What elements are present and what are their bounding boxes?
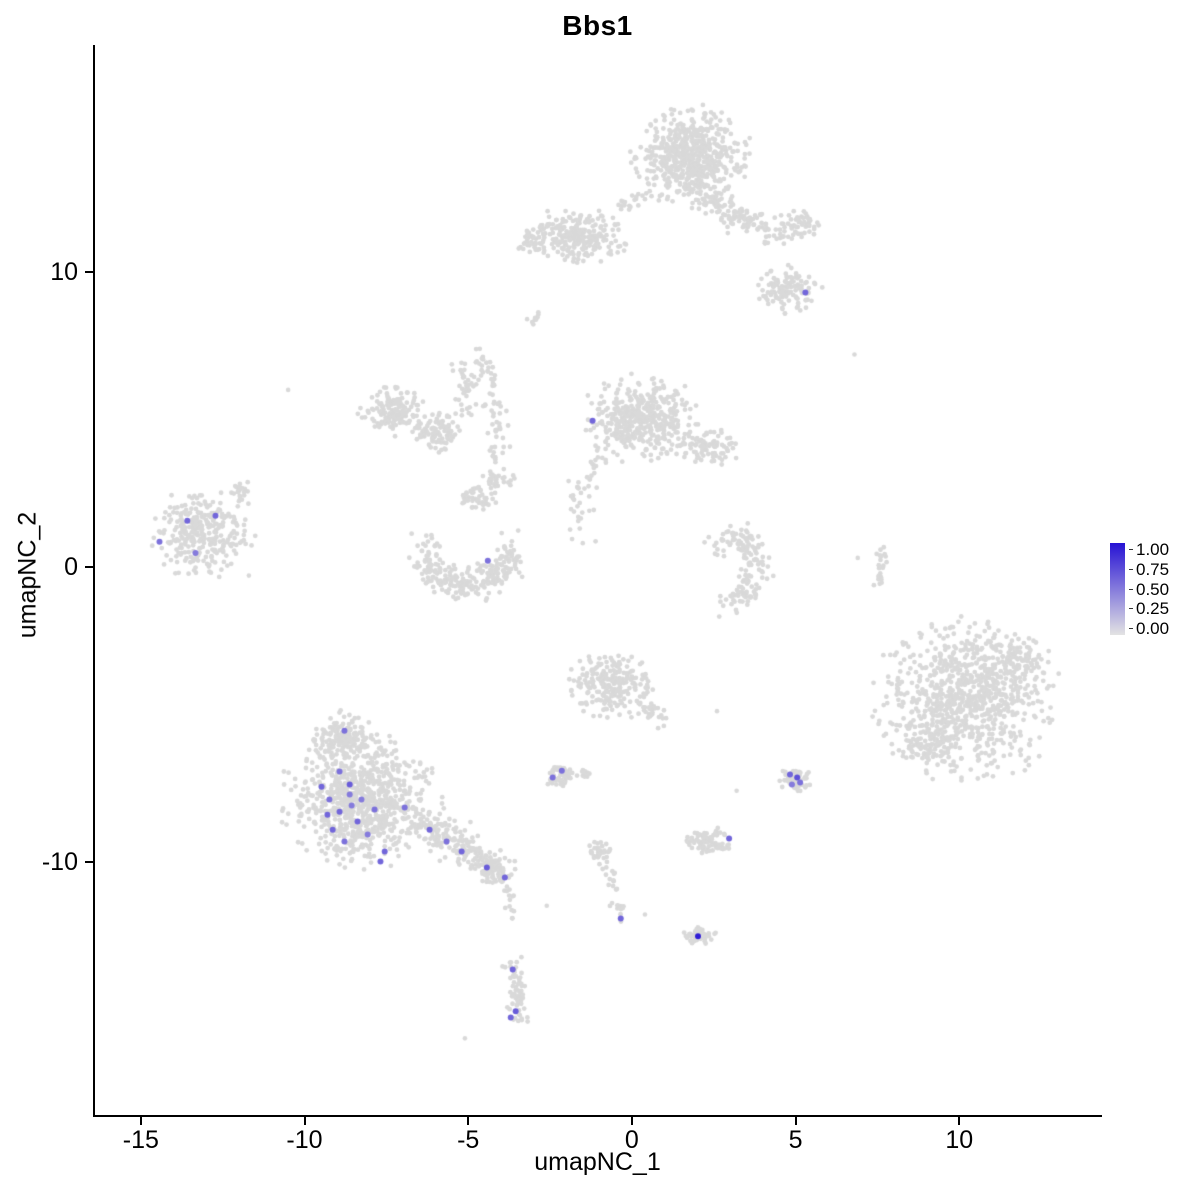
legend-label: 0.75 — [1129, 561, 1169, 578]
expression-legend: 1.00 0.75 0.50 0.25 0.00 — [1110, 541, 1169, 637]
x-tick-mark — [139, 1117, 142, 1125]
y-tick-label: -10 — [41, 847, 78, 876]
y-tick-mark — [85, 565, 93, 568]
legend-label: 0.50 — [1129, 581, 1169, 598]
x-tick-mark — [467, 1117, 470, 1125]
legend-labels: 1.00 0.75 0.50 0.25 0.00 — [1129, 541, 1169, 637]
legend-gradient-bar — [1110, 543, 1125, 635]
x-axis-label: umapNC_1 — [534, 1148, 661, 1176]
legend-label: 0.00 — [1129, 620, 1169, 637]
legend-label: 0.25 — [1129, 600, 1169, 617]
legend-tick-mark — [1129, 549, 1133, 550]
legend-tick-mark — [1129, 588, 1133, 590]
y-axis-line — [93, 45, 95, 1117]
x-axis-line — [93, 1115, 1102, 1117]
x-tick-label: -5 — [457, 1126, 480, 1154]
x-tick-mark — [958, 1117, 961, 1125]
y-tick-label: 10 — [50, 257, 78, 286]
x-tick-mark — [630, 1117, 633, 1125]
y-tick-mark — [85, 860, 93, 863]
legend-tick-mark — [1129, 608, 1133, 610]
x-tick-label: 0 — [624, 1126, 639, 1154]
legend-tick-mark — [1129, 628, 1133, 629]
y-tick-mark — [85, 270, 93, 273]
x-tick-mark — [303, 1117, 306, 1125]
plot-title: Bbs1 — [562, 10, 633, 41]
x-tick-label: -15 — [122, 1126, 159, 1154]
x-tick-mark — [794, 1117, 797, 1125]
x-tick-label: 10 — [945, 1126, 974, 1154]
y-tick-label: 0 — [64, 552, 78, 581]
legend-label: 1.00 — [1129, 541, 1169, 558]
x-tick-label: 5 — [788, 1126, 803, 1154]
legend-tick-mark — [1129, 568, 1133, 570]
x-tick-label: -10 — [286, 1126, 323, 1154]
